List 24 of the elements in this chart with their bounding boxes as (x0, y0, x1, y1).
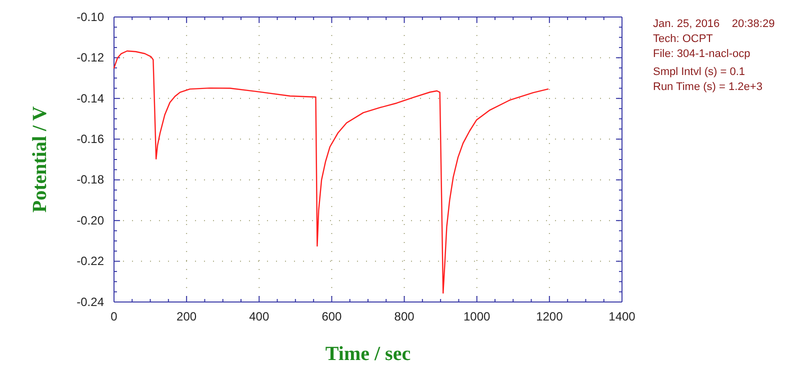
x-tick-label: 800 (394, 310, 415, 324)
x-tick-label: 0 (110, 310, 118, 324)
y-tick-label: -0.10 (76, 10, 104, 24)
x-tick-label: 400 (249, 310, 270, 324)
text: File: 304-1-nacl-ocp (653, 48, 750, 60)
text: Smpl Intvl (s) = 0.1 (653, 66, 746, 78)
x-tick-label: 600 (322, 310, 342, 324)
text: Jan. 25, 2016 20:38:29 (653, 18, 775, 30)
text: Run Time (s) = 1.2e+3 (653, 81, 762, 93)
x-axis-title: Time / sec (325, 343, 411, 365)
y-tick-label: -0.18 (76, 172, 104, 187)
x-tick-label: 1200 (536, 310, 564, 324)
y-tick-label: -0.12 (76, 50, 104, 65)
y-tick-label: -0.24 (76, 294, 104, 309)
y-axis-title: Potential / V (29, 106, 51, 213)
x-tick-label: 1000 (464, 310, 491, 324)
text: Tech: OCPT (653, 33, 714, 45)
y-tick-label: -0.22 (76, 254, 104, 268)
y-tick-label: -0.16 (76, 132, 104, 146)
x-tick-label: 200 (176, 310, 197, 324)
y-tick-label: -0.14 (76, 91, 104, 106)
line-series (113, 50, 549, 294)
y-tick-label: -0.20 (76, 213, 104, 228)
x-tick-label: 1400 (608, 310, 636, 324)
